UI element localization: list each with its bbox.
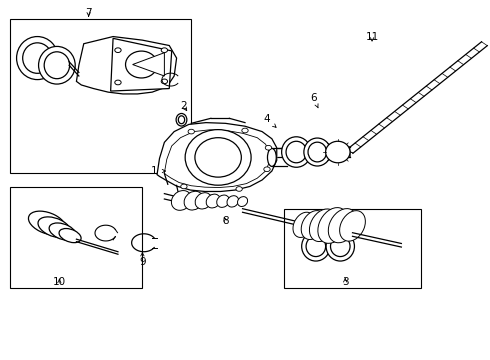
Ellipse shape — [242, 128, 248, 133]
Text: 8: 8 — [222, 216, 229, 226]
Ellipse shape — [326, 231, 354, 261]
Text: 7: 7 — [85, 8, 92, 18]
Ellipse shape — [286, 141, 307, 163]
Ellipse shape — [328, 208, 357, 243]
Ellipse shape — [206, 194, 220, 208]
Ellipse shape — [264, 167, 270, 172]
Ellipse shape — [23, 43, 52, 73]
Ellipse shape — [115, 48, 121, 53]
Ellipse shape — [309, 209, 337, 242]
Ellipse shape — [181, 184, 187, 189]
Ellipse shape — [59, 229, 81, 243]
Ellipse shape — [304, 138, 331, 166]
Ellipse shape — [195, 193, 212, 209]
Polygon shape — [111, 39, 172, 91]
Ellipse shape — [188, 129, 195, 134]
Ellipse shape — [306, 236, 326, 257]
Ellipse shape — [161, 79, 168, 84]
Text: 9: 9 — [139, 252, 146, 267]
Bar — [10, 187, 143, 288]
Ellipse shape — [28, 211, 66, 235]
Text: 6: 6 — [310, 93, 318, 108]
Ellipse shape — [308, 142, 327, 162]
Ellipse shape — [172, 190, 192, 210]
Ellipse shape — [49, 223, 76, 240]
Ellipse shape — [326, 141, 350, 163]
Ellipse shape — [301, 211, 326, 239]
Ellipse shape — [178, 116, 185, 124]
Ellipse shape — [44, 52, 70, 79]
Polygon shape — [133, 53, 164, 76]
Ellipse shape — [176, 113, 187, 126]
Ellipse shape — [217, 195, 229, 207]
Ellipse shape — [265, 145, 271, 150]
Ellipse shape — [236, 186, 243, 191]
Text: 1: 1 — [151, 166, 166, 176]
Bar — [10, 19, 191, 173]
Ellipse shape — [340, 211, 366, 241]
Text: 5: 5 — [286, 143, 293, 153]
Ellipse shape — [195, 138, 242, 177]
Polygon shape — [157, 123, 277, 192]
Text: 4: 4 — [264, 114, 276, 127]
Ellipse shape — [331, 236, 350, 257]
Ellipse shape — [293, 212, 314, 238]
Ellipse shape — [184, 191, 203, 210]
Ellipse shape — [39, 46, 75, 84]
Ellipse shape — [282, 137, 311, 167]
Text: 3: 3 — [342, 277, 348, 287]
Ellipse shape — [227, 196, 239, 207]
Bar — [284, 209, 421, 288]
Ellipse shape — [161, 48, 168, 53]
Polygon shape — [164, 130, 270, 188]
Text: 10: 10 — [53, 277, 66, 287]
Ellipse shape — [38, 217, 71, 238]
Polygon shape — [76, 37, 176, 94]
Text: 11: 11 — [366, 32, 379, 41]
Ellipse shape — [125, 51, 157, 78]
Ellipse shape — [238, 197, 247, 207]
Ellipse shape — [318, 208, 348, 243]
Ellipse shape — [268, 148, 276, 166]
Ellipse shape — [115, 80, 121, 85]
Text: 2: 2 — [181, 102, 187, 112]
Ellipse shape — [302, 231, 330, 261]
Ellipse shape — [185, 130, 251, 185]
Ellipse shape — [17, 37, 58, 80]
